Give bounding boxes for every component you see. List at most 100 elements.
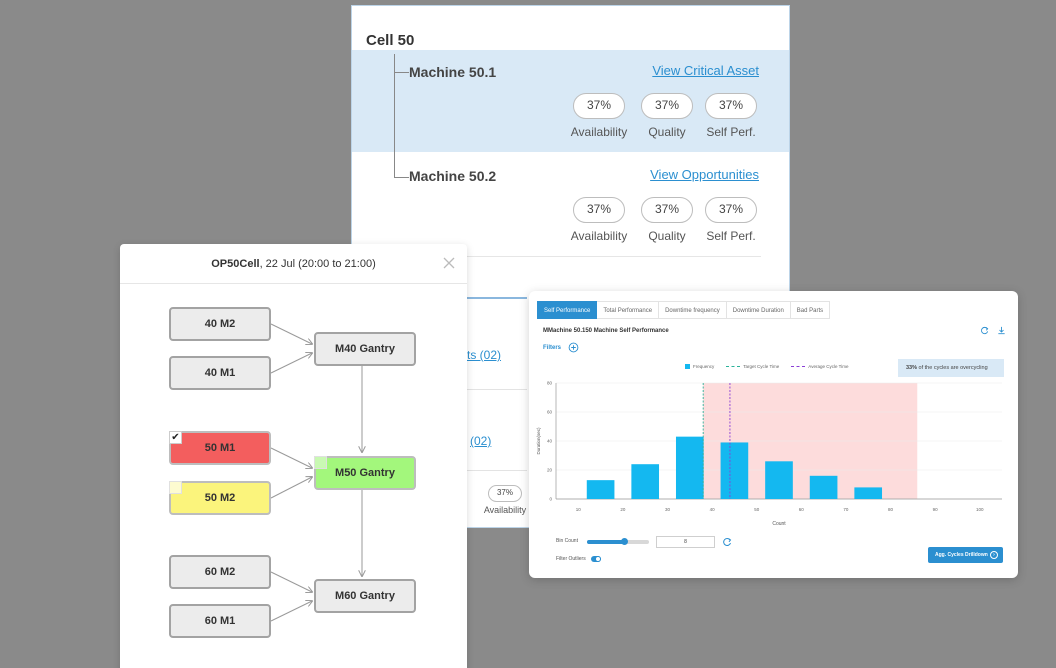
node-50-m1[interactable]: 50 M1 ✔ bbox=[169, 431, 271, 465]
availability-pill: 37% bbox=[488, 485, 522, 502]
tab-downtime-duration[interactable]: Downtime Duration bbox=[726, 301, 791, 319]
self-perf-pill: 37% bbox=[705, 197, 757, 223]
tree-connector bbox=[394, 54, 395, 178]
x-tick-label: 30 bbox=[665, 507, 671, 512]
bin-count-slider[interactable] bbox=[587, 538, 649, 545]
filters-link[interactable]: Filters bbox=[543, 345, 562, 351]
legend-average: Average Cycle Time bbox=[791, 364, 848, 369]
slider-fill bbox=[587, 540, 625, 544]
overcycling-info: 33% of the cycles are overcycling bbox=[898, 359, 1004, 377]
tab-bar: Self Performance Total Performance Downt… bbox=[537, 301, 831, 319]
checkbox[interactable] bbox=[169, 481, 182, 494]
refresh-icon[interactable] bbox=[980, 326, 989, 335]
self-perf-pill: 37% bbox=[705, 93, 757, 119]
histogram-bar bbox=[854, 487, 883, 499]
download-icon[interactable] bbox=[997, 326, 1006, 335]
flow-arrow bbox=[270, 477, 312, 499]
add-filter-icon[interactable] bbox=[568, 342, 579, 353]
self-perf-label: Self Perf. bbox=[706, 125, 756, 139]
divider bbox=[467, 470, 527, 471]
flow-arrow bbox=[270, 447, 312, 468]
histogram-bar bbox=[720, 442, 749, 499]
y-tick-label: 20 bbox=[547, 468, 553, 473]
quality-pill: 37% bbox=[641, 93, 693, 119]
node-60-m2[interactable]: 60 M2 bbox=[169, 555, 271, 589]
divider bbox=[467, 389, 527, 390]
filter-outliers-label: Filter Outliers bbox=[556, 556, 586, 562]
self-performance-panel: Self Performance Total Performance Downt… bbox=[529, 291, 1018, 578]
x-axis-label: Count bbox=[772, 521, 786, 527]
x-tick-label: 60 bbox=[799, 507, 805, 512]
quality-label: Quality bbox=[648, 125, 686, 139]
y-axis-label: Duration(sec) bbox=[536, 427, 541, 455]
machine-row-50-2[interactable]: Machine 50.2 View Opportunities 37% 37% … bbox=[352, 154, 789, 256]
histogram-bar bbox=[809, 475, 838, 499]
tab-downtime-frequency[interactable]: Downtime frequency bbox=[659, 301, 727, 319]
node-label: 50 M2 bbox=[204, 492, 236, 504]
filter-outliers-toggle[interactable] bbox=[591, 556, 601, 562]
x-tick-label: 70 bbox=[843, 507, 849, 512]
self-perf-label: Self Perf. bbox=[706, 229, 756, 243]
legend-swatch bbox=[791, 366, 806, 367]
node-50-m2[interactable]: 50 M2 bbox=[169, 481, 271, 515]
tab-bad-parts[interactable]: Bad Parts bbox=[790, 301, 831, 319]
y-tick-label: 0 bbox=[549, 497, 552, 502]
x-tick-label: 20 bbox=[620, 507, 626, 512]
bin-count-label: Bin Count bbox=[556, 538, 578, 544]
overcycling-percent: 33% bbox=[906, 365, 918, 371]
reset-icon[interactable] bbox=[722, 537, 732, 547]
agg-cycles-drilldown-button[interactable]: Agg. Cycles Drilldown › bbox=[928, 547, 1003, 563]
availability-pill: 37% bbox=[573, 197, 625, 223]
machine-name: Machine 50.2 bbox=[409, 168, 497, 184]
node-40-m2[interactable]: 40 M2 bbox=[169, 307, 271, 341]
node-m60-gantry[interactable]: M60 Gantry bbox=[314, 579, 416, 613]
dialog-title: OP50Cell, 22 Jul (20:00 to 21:00) bbox=[120, 244, 467, 284]
close-icon[interactable] bbox=[441, 255, 457, 271]
y-tick-label: 60 bbox=[547, 410, 553, 415]
op-cell-dialog: OP50Cell, 22 Jul (20:00 to 21:00) bbox=[120, 244, 467, 668]
chart-actions bbox=[980, 326, 1006, 335]
node-label: 50 M1 bbox=[204, 442, 236, 454]
legend-label: Target Cycle Time bbox=[743, 364, 780, 369]
histogram-chart: 0 20 40 60 80 10 20 30 40 50 60 70 80 90 100 Count Durat… bbox=[536, 381, 1002, 527]
y-tick-label: 80 bbox=[547, 381, 553, 386]
machine-row-50-1[interactable]: Machine 50.1 View Critical Asset 37% 37%… bbox=[352, 50, 789, 152]
bin-count-input[interactable]: 8 bbox=[656, 536, 715, 548]
tab-total-performance[interactable]: Total Performance bbox=[597, 301, 660, 319]
histogram-bar bbox=[675, 436, 704, 499]
availability-label: Availability bbox=[483, 505, 527, 515]
dialog-title-cell: OP50Cell bbox=[211, 258, 260, 270]
checkbox-checked[interactable]: ✔ bbox=[169, 431, 182, 444]
node-40-m1[interactable]: 40 M1 bbox=[169, 356, 271, 390]
x-tick-label: 50 bbox=[754, 507, 760, 512]
legend-swatch bbox=[685, 364, 690, 369]
legend-swatch bbox=[726, 366, 741, 367]
legend-label: Frequency bbox=[693, 364, 715, 369]
x-tick-label: 100 bbox=[976, 507, 984, 512]
flow-arrow bbox=[270, 601, 312, 622]
x-tick-label: 80 bbox=[888, 507, 894, 512]
quality-label: Quality bbox=[648, 229, 686, 243]
chart-title: MMachine 50.150 Machine Self Performance bbox=[543, 328, 669, 334]
machine-name: Machine 50.1 bbox=[409, 64, 497, 80]
node-m50-gantry[interactable]: M50 Gantry bbox=[314, 456, 416, 490]
legend-frequency: Frequency bbox=[685, 364, 714, 369]
checkbox[interactable] bbox=[314, 456, 327, 469]
x-tick-label: 40 bbox=[710, 507, 716, 512]
node-m40-gantry[interactable]: M40 Gantry bbox=[314, 332, 416, 366]
view-opportunities-link[interactable]: View Opportunities bbox=[650, 167, 759, 182]
opportunities-link[interactable]: ts (02) bbox=[467, 348, 502, 362]
node-label: M50 Gantry bbox=[335, 467, 395, 479]
flow-arrow bbox=[270, 571, 312, 592]
availability-pill: 37% bbox=[573, 93, 625, 119]
overcycling-text: of the cycles are overcycling bbox=[917, 365, 988, 371]
slider-thumb[interactable] bbox=[621, 538, 629, 545]
view-critical-asset-link[interactable]: View Critical Asset bbox=[652, 63, 759, 78]
tree-connector bbox=[394, 177, 409, 178]
availability-label: Availability bbox=[570, 229, 628, 243]
dialog-title-time: , 22 Jul (20:00 to 21:00) bbox=[259, 258, 376, 270]
tab-self-performance[interactable]: Self Performance bbox=[537, 301, 598, 319]
opportunities-link[interactable]: (02) bbox=[470, 434, 492, 448]
node-60-m1[interactable]: 60 M1 bbox=[169, 604, 271, 638]
